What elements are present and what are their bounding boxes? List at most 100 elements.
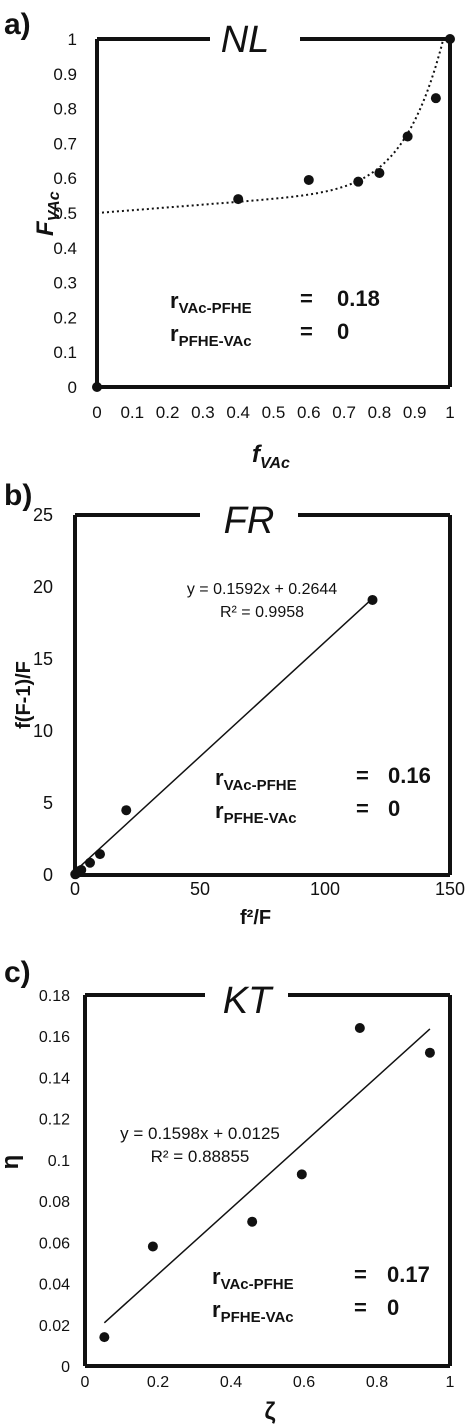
panel-a-x-tick-label: 0.5 <box>262 403 286 422</box>
panel-c: c) KT 0 0.02 0.04 0.06 0.08 0.1 0.12 0.14 0.16 0.… <box>0 956 455 1425</box>
panel-a-data-point <box>303 174 314 185</box>
panel-b-data-point <box>367 594 378 605</box>
panel-a-ratio-2-label: rPFHE-VAc <box>170 321 252 350</box>
panel-c-ratio-2-eq: = <box>354 1295 367 1320</box>
panel-c-data-point <box>247 1216 258 1227</box>
panel-a-y-tick-label: 0.8 <box>53 100 77 119</box>
panel-a-y-tick-label: 0 <box>68 378 77 397</box>
panel-a-data-point <box>445 34 455 44</box>
panel-b-y-tick-label: 5 <box>43 793 53 813</box>
panel-b-y-tick-label: 25 <box>33 505 53 525</box>
panel-a-x-axis-label: fVAc <box>252 441 290 472</box>
panel-b-r-squared: R² = 0.9958 <box>220 604 304 621</box>
panel-c-y-tick-label: 0.04 <box>39 1277 70 1294</box>
panel-a-ratio-2-eq: = <box>300 319 313 344</box>
panel-c-x-tick-label: 0.8 <box>366 1374 388 1391</box>
panel-a-data-point <box>353 176 364 187</box>
panel-c-y-axis-label: η <box>0 1155 24 1170</box>
panel-c-y-tick-label: 0.1 <box>48 1153 70 1170</box>
panel-b-x-axis-label: f²/F <box>240 907 271 929</box>
panel-c-ratio-2-label: rPFHE-VAc <box>212 1297 294 1326</box>
panel-b-ratio-1-value: 0.16 <box>388 763 431 788</box>
panel-b-ratio-2-eq: = <box>356 796 369 821</box>
panel-c-y-tick-labels: 0 0.02 0.04 0.06 0.08 0.1 0.12 0.14 0.16 0.18 <box>39 988 70 1376</box>
panel-c-y-tick-label: 0.08 <box>39 1194 70 1211</box>
panel-b-ratio-1-label: rVAc-PFHE <box>215 765 297 794</box>
panel-b-frame <box>73 513 452 877</box>
panel-c-data-point <box>147 1241 158 1252</box>
panel-b-x-tick-label: 50 <box>190 879 210 899</box>
panel-a-data-point <box>374 167 385 178</box>
panel-c-x-tick-label: 0.6 <box>293 1374 315 1391</box>
panel-a-label: a) <box>4 8 31 41</box>
panel-a-y-axis-label: FVAc <box>32 191 63 236</box>
panel-c-ratio-1-value: 0.17 <box>387 1262 430 1287</box>
panel-b-equation: y = 0.1592x + 0.2644 <box>187 581 337 598</box>
panel-b-ratio-2-label: rPFHE-VAc <box>215 798 297 827</box>
panel-c-x-axis-label: ζ <box>264 1398 275 1425</box>
panel-c-x-tick-label: 0 <box>81 1374 90 1391</box>
panel-a-x-tick-label: 0.9 <box>403 403 427 422</box>
panel-c-data-point <box>296 1169 307 1180</box>
panel-c-y-tick-label: 0.12 <box>39 1112 70 1129</box>
panel-c-ratio-2-value: 0 <box>387 1295 399 1320</box>
panel-c-y-tick-label: 0.16 <box>39 1029 70 1046</box>
panel-a: a) NL 0 0.1 0.2 0.3 0.4 0.5 0.6 0.7 0.8 0.9 1 0 0.1… <box>4 8 455 472</box>
panel-a-y-tick-label: 0.4 <box>53 239 77 258</box>
panel-c-x-tick-labels: 0 0.2 0.4 0.6 0.8 1 <box>81 1374 455 1391</box>
panel-b-data-point <box>95 849 105 860</box>
panel-a-title: NL <box>221 19 270 61</box>
panel-b-x-tick-label: 150 <box>435 879 465 899</box>
panel-a-data-point <box>92 382 102 392</box>
panel-c-points <box>99 1022 435 1343</box>
panel-c-ratio-1: rVAc-PFHE = 0.17 <box>212 1262 430 1293</box>
panel-b-x-tick-label: 100 <box>310 879 340 899</box>
panel-a-y-tick-label: 0.1 <box>53 343 77 362</box>
panel-c-data-point <box>99 1332 110 1343</box>
panel-c-x-tick-label: 1 <box>446 1374 455 1391</box>
panel-c-ratio-2: rPFHE-VAc = 0 <box>212 1295 399 1326</box>
panel-c-y-tick-label: 0.14 <box>39 1070 70 1087</box>
panel-a-data-point <box>402 131 413 142</box>
panel-a-ratio-1-label: rVAc-PFHE <box>170 288 252 317</box>
panel-c-r-squared: R² = 0.88855 <box>151 1147 250 1166</box>
panel-b-ratio-1: rVAc-PFHE = 0.16 <box>215 763 431 794</box>
panel-b: b) FR 0 5 10 15 20 25 0 50 100 150 y = 0.1592x +… <box>4 479 465 929</box>
panel-b-ratio-1-eq: = <box>356 763 369 788</box>
panel-a-x-tick-label: 0.1 <box>120 403 144 422</box>
panel-c-frame <box>83 993 452 1368</box>
panel-b-y-tick-label: 0 <box>43 865 53 885</box>
panel-c-ratio-1-eq: = <box>354 1262 367 1287</box>
panel-b-ratio-2-value: 0 <box>388 796 400 821</box>
panel-a-fit-curve <box>96 38 450 387</box>
panel-b-data-point <box>85 857 95 868</box>
panel-a-y-tick-labels: 0 0.1 0.2 0.3 0.4 0.5 0.6 0.7 0.8 0.9 1 <box>53 30 77 397</box>
panel-c-trendline <box>103 1028 431 1324</box>
panel-b-y-tick-label: 15 <box>33 649 53 669</box>
panel-a-y-tick-label: 0.9 <box>53 65 77 84</box>
panel-b-x-tick-labels: 0 50 100 150 <box>70 879 465 899</box>
panel-a-x-tick-label: 0.2 <box>156 403 180 422</box>
panel-b-ratio-2: rPFHE-VAc = 0 <box>215 796 400 827</box>
panel-b-points <box>70 594 378 880</box>
panel-b-y-tick-label: 20 <box>33 577 53 597</box>
panel-c-y-tick-label: 0.18 <box>39 988 70 1005</box>
panel-a-data-point <box>233 194 244 205</box>
panel-b-label: b) <box>4 479 32 512</box>
panel-a-y-tick-label: 0.2 <box>53 308 77 327</box>
panel-a-y-tick-label: 1 <box>68 30 77 49</box>
panel-a-y-tick-label: 0.7 <box>53 134 77 153</box>
panel-a-data-point <box>430 93 441 104</box>
panel-c-ratio-1-label: rVAc-PFHE <box>212 1264 294 1293</box>
panel-c-title: KT <box>223 980 274 1022</box>
panel-c-y-tick-label: 0.06 <box>39 1235 70 1252</box>
panel-b-title: FR <box>224 500 275 542</box>
panel-c-y-tick-label: 0.02 <box>39 1318 70 1335</box>
panel-a-x-tick-label: 0.7 <box>332 403 356 422</box>
panel-b-data-point <box>121 805 132 816</box>
panel-b-data-point <box>76 864 87 875</box>
panel-a-y-tick-label: 0.3 <box>53 274 77 293</box>
panel-a-ratio-1-eq: = <box>300 286 313 311</box>
panel-a-points <box>92 34 455 392</box>
